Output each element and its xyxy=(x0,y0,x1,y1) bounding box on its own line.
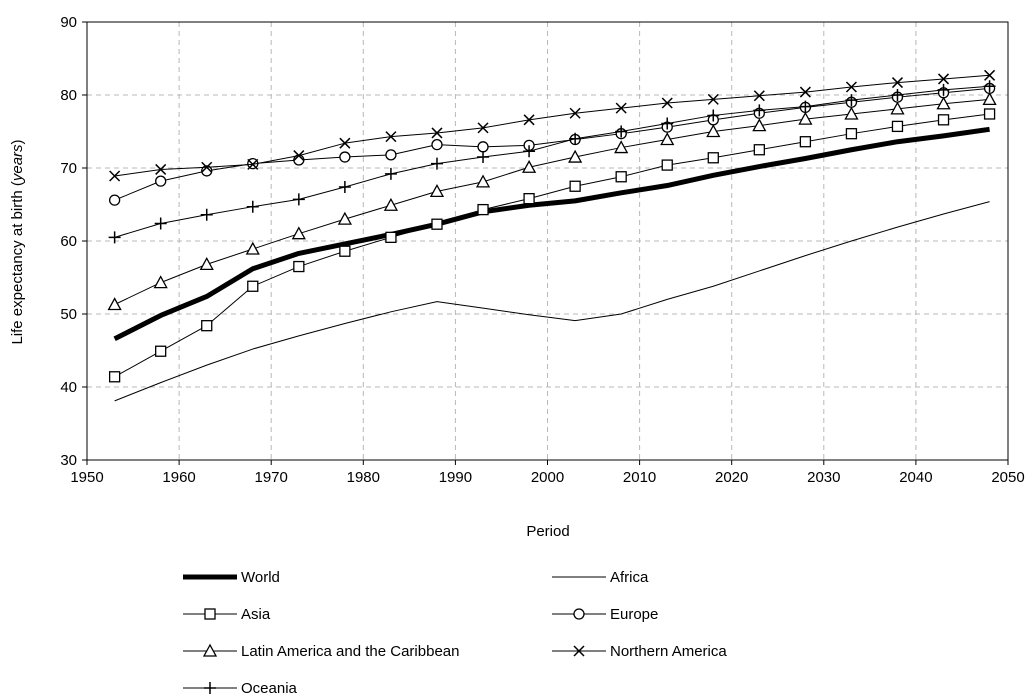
data-point-asia xyxy=(985,109,995,119)
data-point-europe xyxy=(386,150,396,160)
legend-label-oceania: Oceania xyxy=(241,680,298,697)
data-point-asia xyxy=(616,172,626,182)
data-point-asia xyxy=(892,121,902,131)
data-point-asia xyxy=(478,205,488,215)
series-layer xyxy=(109,70,996,401)
data-point-europe xyxy=(340,152,350,162)
x-tick-label: 2010 xyxy=(623,469,656,486)
data-point-asia xyxy=(708,153,718,163)
series-line-world xyxy=(115,129,990,339)
data-point-latin-america-and-the-caribbean xyxy=(247,243,259,254)
series-europe xyxy=(110,83,995,205)
y-tick-label: 70 xyxy=(60,160,77,177)
series-line-asia xyxy=(115,114,990,377)
chart-legend: World Africa Asia Europe Latin America and t… xyxy=(183,569,727,697)
data-point-oceania xyxy=(477,151,489,163)
x-tick-label: 2020 xyxy=(715,469,748,486)
y-axis-title-part-3: ) xyxy=(9,139,26,144)
legend-label-europe: Europe xyxy=(610,606,658,623)
x-tick-label: 2050 xyxy=(991,469,1024,486)
data-point-asia xyxy=(340,246,350,256)
legend-item-oceania: Oceania xyxy=(183,680,298,697)
x-tick-label: 2030 xyxy=(807,469,840,486)
series-northern-america xyxy=(110,70,995,181)
data-point-asia xyxy=(754,145,764,155)
legend-label-africa: Africa xyxy=(610,569,649,586)
data-point-oceania xyxy=(385,168,397,180)
legend-item-latin-america-and-the-caribbean: Latin America and the Caribbean xyxy=(183,643,459,660)
y-tick-label: 40 xyxy=(60,379,77,396)
data-point-asia xyxy=(156,346,166,356)
data-point-asia xyxy=(248,281,258,291)
data-point-europe xyxy=(478,142,488,152)
data-point-asia xyxy=(294,262,304,272)
data-point-latin-america-and-the-caribbean xyxy=(293,228,305,239)
data-point-asia xyxy=(202,321,212,331)
x-tick-label: 2000 xyxy=(531,469,564,486)
data-point-oceania xyxy=(293,193,305,205)
legend-label-world: World xyxy=(241,569,280,586)
series-line-europe xyxy=(115,88,990,200)
data-point-latin-america-and-the-caribbean xyxy=(109,299,121,310)
legend-item-world: World xyxy=(183,569,280,586)
series-world xyxy=(115,129,990,339)
chart-grid xyxy=(87,22,1008,460)
x-tick-label: 1960 xyxy=(162,469,195,486)
series-line-africa xyxy=(115,202,990,401)
legend-marker-europe xyxy=(574,609,584,619)
series-line-northern-america xyxy=(115,75,990,176)
legend-label-latin-america-and-the-caribbean: Latin America and the Caribbean xyxy=(241,643,459,660)
y-tick-label: 80 xyxy=(60,87,77,104)
data-point-europe xyxy=(432,140,442,150)
data-point-europe xyxy=(110,195,120,205)
data-point-asia xyxy=(846,129,856,139)
data-point-latin-america-and-the-caribbean xyxy=(155,277,167,288)
legend-marker-asia xyxy=(205,609,215,619)
y-axis-title-part-2: years xyxy=(9,144,26,182)
y-tick-label: 50 xyxy=(60,306,77,323)
series-africa xyxy=(115,202,990,401)
x-tick-label: 2040 xyxy=(899,469,932,486)
data-point-latin-america-and-the-caribbean xyxy=(984,93,996,104)
legend-label-asia: Asia xyxy=(241,606,271,623)
data-point-asia xyxy=(110,372,120,382)
x-tick-label: 1990 xyxy=(439,469,472,486)
data-point-latin-america-and-the-caribbean xyxy=(339,213,351,224)
y-axis-title: Life expectancy at birth (years) xyxy=(9,139,26,344)
y-axis-ticks: 30 40 50 60 70 80 90 xyxy=(60,14,87,469)
legend-item-northern-america: Northern America xyxy=(552,643,727,660)
y-axis-title-part-1: Life expectancy at birth ( xyxy=(9,181,26,344)
data-point-asia xyxy=(662,160,672,170)
data-point-oceania xyxy=(109,231,121,243)
data-point-asia xyxy=(939,115,949,125)
x-tick-label: 1950 xyxy=(70,469,103,486)
x-tick-label: 1980 xyxy=(347,469,380,486)
data-point-asia xyxy=(800,137,810,147)
x-axis-title: Period xyxy=(526,523,569,540)
y-tick-label: 90 xyxy=(60,14,77,31)
data-point-asia xyxy=(386,232,396,242)
data-point-europe xyxy=(156,176,166,186)
data-point-latin-america-and-the-caribbean xyxy=(201,258,213,269)
legend-item-africa: Africa xyxy=(552,569,649,586)
data-point-oceania xyxy=(201,209,213,221)
data-point-oceania xyxy=(155,217,167,229)
x-tick-label: 1970 xyxy=(255,469,288,486)
data-point-latin-america-and-the-caribbean xyxy=(385,199,397,210)
data-point-asia xyxy=(524,194,534,204)
y-tick-label: 60 xyxy=(60,233,77,250)
legend-item-asia: Asia xyxy=(183,606,271,623)
data-point-asia xyxy=(432,219,442,229)
x-axis-ticks: 1950 1960 1970 1980 1990 2000 2010 2020 2030 2040… xyxy=(70,460,1024,486)
data-point-oceania xyxy=(339,181,351,193)
data-point-latin-america-and-the-caribbean xyxy=(477,176,489,187)
y-tick-label: 30 xyxy=(60,452,77,469)
legend-marker-oceania xyxy=(204,682,216,694)
legend-item-europe: Europe xyxy=(552,606,658,623)
data-point-asia xyxy=(570,181,580,191)
legend-label-northern-america: Northern America xyxy=(610,643,727,660)
data-point-oceania xyxy=(247,201,259,213)
